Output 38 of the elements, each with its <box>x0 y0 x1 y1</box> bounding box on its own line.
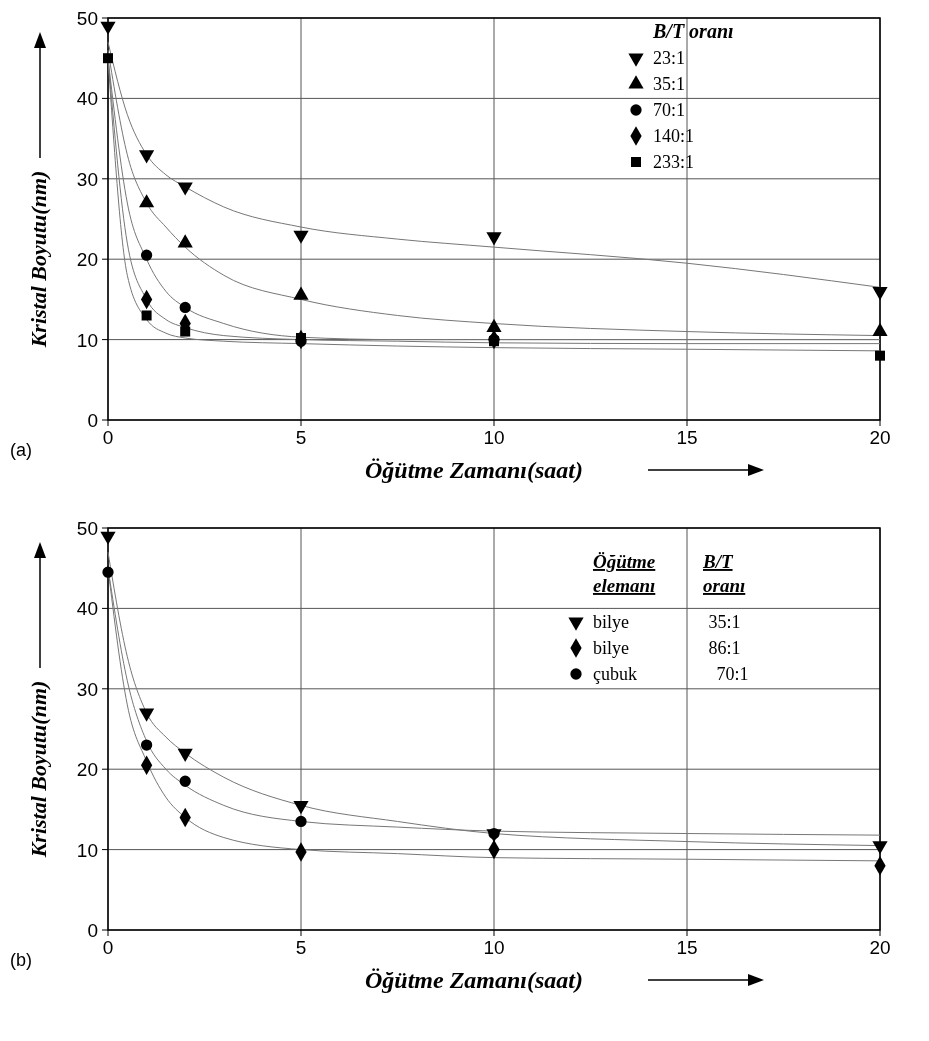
x-tick-label: 15 <box>676 427 698 448</box>
x-tick-label: 20 <box>869 427 891 448</box>
x-tick-label: 0 <box>102 937 114 958</box>
legend-label: bilye 35:1 <box>593 612 741 632</box>
y-tick-label: 50 <box>76 518 98 539</box>
legend-title: B/T oranı <box>652 20 734 42</box>
x-tick-label: 10 <box>483 937 505 958</box>
legend-label: çubuk 70:1 <box>593 664 749 684</box>
y-tick-label: 10 <box>76 329 98 351</box>
x-tick-label: 5 <box>295 427 307 448</box>
text: (b) <box>10 950 32 970</box>
x-tick-label: 10 <box>483 427 505 448</box>
y-axis-title: Kristal Boyutu(nm) <box>26 680 51 859</box>
x-tick-label: 15 <box>676 937 698 958</box>
legend-label: 140:1 <box>653 126 695 146</box>
y-tick-label: 40 <box>76 88 98 110</box>
text: Öğütme elemanı B/T oranı <box>593 551 746 596</box>
legend-label: 233:1 <box>653 152 695 172</box>
y-tick-label: 20 <box>76 249 98 271</box>
x-axis-title: Öğütme Zamanı(saat) <box>364 967 584 993</box>
y-tick-label: 30 <box>76 678 98 700</box>
y-tick-label: 10 <box>76 839 98 861</box>
y-tick-label: 0 <box>87 410 98 431</box>
text: (a) <box>10 440 32 460</box>
y-tick-label: 50 <box>76 8 98 29</box>
y-tick-label: 0 <box>87 920 98 941</box>
y-tick-label: 30 <box>76 168 98 190</box>
legend-label: bilye 86:1 <box>593 638 741 658</box>
y-tick-label: 40 <box>76 598 98 620</box>
x-tick-label: 5 <box>295 937 307 958</box>
legend-label: 23:1 <box>653 48 686 68</box>
x-tick-label: 20 <box>869 937 891 958</box>
x-axis-title: Öğütme Zamanı(saat) <box>364 457 584 483</box>
legend-label: 35:1 <box>653 74 686 94</box>
x-tick-label: 0 <box>102 427 114 448</box>
legend-label: 70:1 <box>653 100 686 120</box>
y-axis-title: Kristal Boyutu(nm) <box>26 170 51 349</box>
y-tick-label: 20 <box>76 759 98 781</box>
